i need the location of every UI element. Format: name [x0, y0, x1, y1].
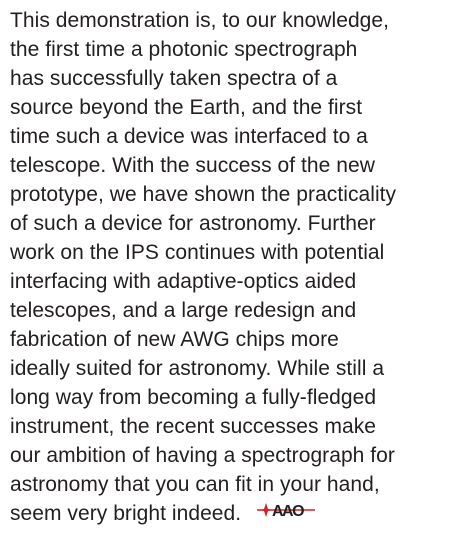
line-text: This demonstration is, to our knowledge, [10, 9, 390, 32]
logo: AAO [257, 503, 316, 520]
text-line: telescopes, and a large redesign and [10, 296, 396, 325]
line-text: astronomy that you can fit in your hand, [10, 473, 380, 496]
text-line: seem very bright indeed. AAO [10, 499, 396, 528]
line-text: source beyond the Earth, and the first [10, 96, 363, 119]
text-line: instrument, the recent successes make [10, 412, 396, 441]
paragraph: This demonstration is, to our knowledge,… [10, 6, 396, 528]
line-text: of such a device for astronomy. Further [10, 212, 376, 235]
logo-star [258, 503, 275, 518]
text-line: time such a device was interfaced to a [10, 122, 396, 151]
logo-text: AAO [272, 503, 304, 520]
text-line: of such a device for astronomy. Further [10, 209, 396, 238]
line-text: seem very bright indeed. [10, 502, 242, 525]
line-text: interfacing with adaptive-optics aided [10, 270, 357, 293]
text-line: fabrication of new AWG chips more [10, 325, 396, 354]
line-text: time such a device was interfaced to a [10, 125, 368, 148]
line-text: telescope. With the success of the new [10, 154, 375, 177]
line-text: the first time a photonic spectrograph [10, 38, 358, 61]
text-line: long way from becoming a fully-fledged [10, 383, 396, 412]
text-line: our ambition of having a spectrograph fo… [10, 441, 396, 470]
text-line: work on the IPS continues with potential [10, 238, 396, 267]
text-line: has successfully taken spectra of a [10, 64, 396, 93]
line-text: prototype, we have shown the practicalit… [10, 183, 397, 206]
text-line: astronomy that you can fit in your hand, [10, 470, 396, 499]
text-line: telescope. With the success of the new [10, 151, 396, 180]
line-text: our ambition of having a spectrograph fo… [10, 444, 395, 467]
text-line: interfacing with adaptive-optics aided [10, 267, 396, 296]
text-line: the first time a photonic spectrograph [10, 35, 396, 64]
line-text: work on the IPS continues with potential [10, 241, 385, 264]
text-line: prototype, we have shown the practicalit… [10, 180, 396, 209]
line-text: long way from becoming a fully-fledged [10, 386, 377, 409]
line-text: telescopes, and a large redesign and [10, 299, 357, 322]
line-text: has successfully taken spectra of a [10, 67, 338, 90]
text-line: ideally suited for astronomy. While stil… [10, 354, 396, 383]
text-line: source beyond the Earth, and the first [10, 93, 396, 122]
line-text: fabrication of new AWG chips more [10, 328, 339, 351]
line-text: instrument, the recent successes make [10, 415, 377, 438]
line-text: ideally suited for astronomy. While stil… [10, 357, 385, 380]
text-line: This demonstration is, to our knowledge, [10, 6, 396, 35]
